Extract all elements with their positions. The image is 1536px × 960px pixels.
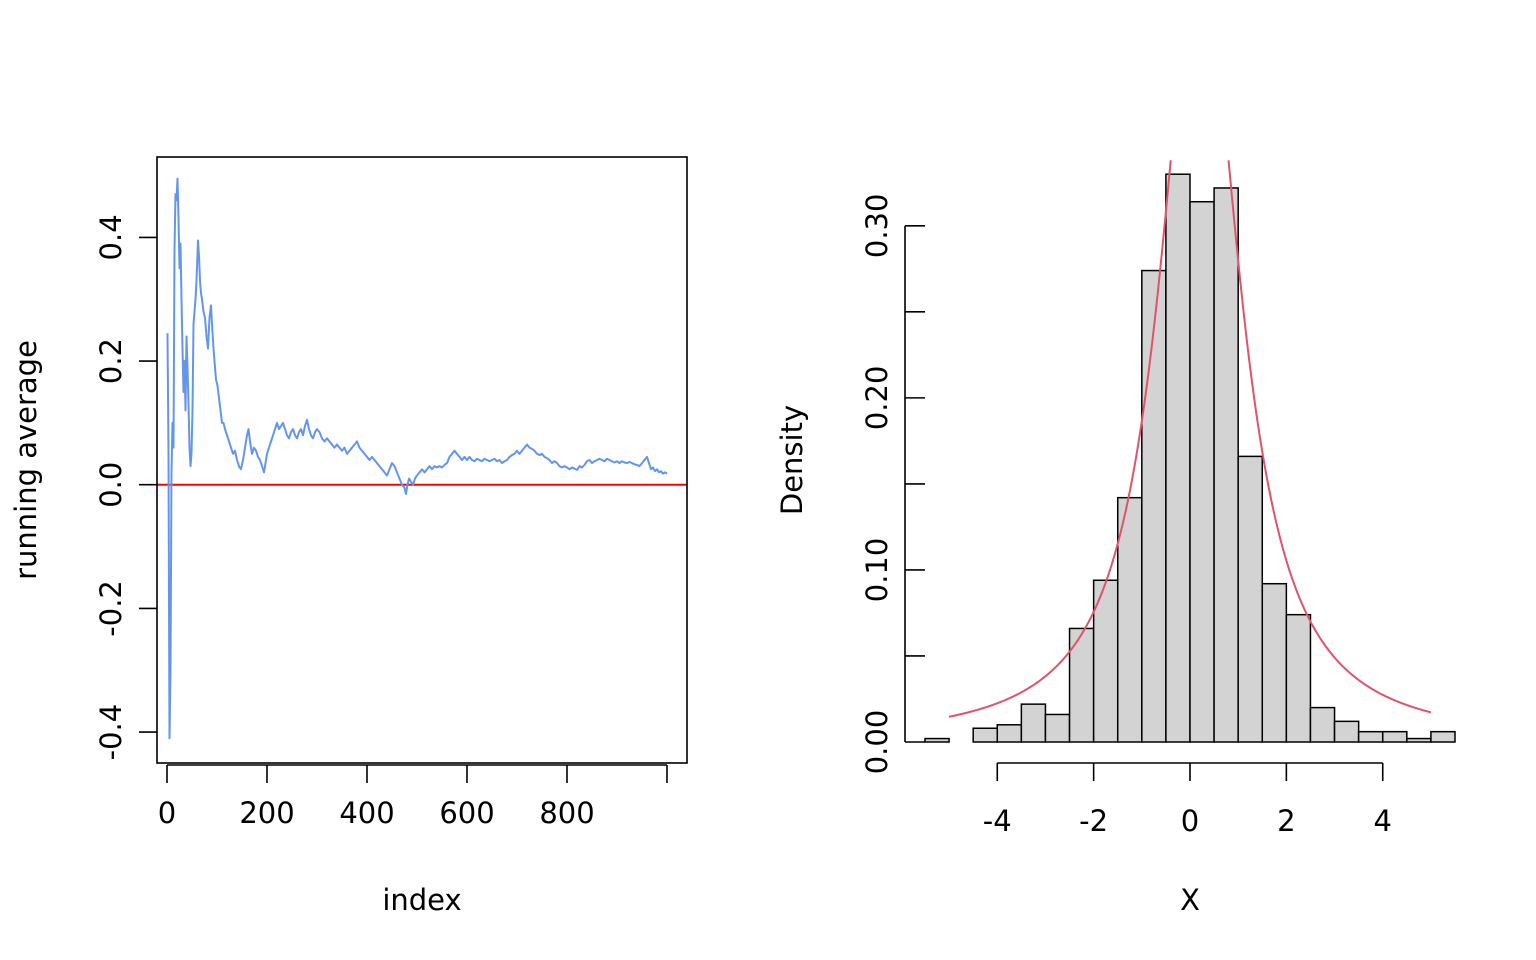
density-overlay-curve bbox=[948, 160, 1432, 718]
histogram-y-tick-label: 0.00 bbox=[860, 710, 894, 775]
histogram-x-tick-label: 4 bbox=[1374, 804, 1392, 838]
histogram-y-axis-title: Density bbox=[775, 405, 809, 515]
running-average-y-axis: -0.4 -0.2 0.0 0.2 0.4 bbox=[94, 214, 157, 760]
running-average-x-tick-label: 400 bbox=[339, 796, 394, 830]
histogram-plot-area bbox=[924, 160, 1456, 743]
histogram-y-tick-label: 0.30 bbox=[860, 194, 894, 259]
histogram-bar bbox=[1357, 730, 1384, 743]
histogram-bar bbox=[1261, 582, 1288, 743]
histogram-bar bbox=[1430, 730, 1456, 743]
running-average-y-tick-label: 0.0 bbox=[94, 462, 128, 508]
histogram-bar bbox=[1333, 720, 1360, 743]
running-average-x-tick-label: 800 bbox=[539, 796, 594, 830]
running-average-series-line bbox=[166, 177, 668, 740]
histogram-x-axis-title: X bbox=[1180, 883, 1200, 917]
running-average-x-tick-label: 200 bbox=[239, 796, 294, 830]
histogram-x-tick-label: -2 bbox=[1079, 804, 1108, 838]
histogram-y-tick-label: 0.10 bbox=[860, 538, 894, 603]
histogram-bar bbox=[1309, 706, 1336, 743]
running-average-x-tick-label: 0 bbox=[158, 796, 176, 830]
running-average-x-tick-label: 600 bbox=[439, 796, 494, 830]
histogram-bar bbox=[1189, 200, 1215, 743]
histogram-bar bbox=[1165, 173, 1191, 743]
histogram-bar bbox=[1116, 496, 1143, 743]
running-average-plot-area bbox=[157, 177, 687, 740]
running-average-plot-box bbox=[156, 156, 688, 764]
histogram-bar bbox=[1406, 737, 1432, 743]
histogram-bar bbox=[972, 727, 999, 743]
running-average-y-tick-label: 0.4 bbox=[94, 214, 128, 260]
running-average-y-axis-title: running average bbox=[9, 340, 43, 580]
histogram-x-tick-label: 0 bbox=[1181, 804, 1199, 838]
running-average-panel: 0 200 400 600 800 -0.4 -0.2 0.0 0.2 0.4 index ru… bbox=[9, 156, 688, 917]
running-average-x-axis-title: index bbox=[382, 883, 461, 917]
running-average-y-tick-label: 0.2 bbox=[94, 338, 128, 384]
histogram-bar bbox=[1092, 579, 1119, 743]
running-average-x-axis: 0 200 400 600 800 bbox=[158, 764, 668, 830]
histogram-x-tick-label: 2 bbox=[1277, 804, 1295, 838]
histogram-bar bbox=[1213, 187, 1239, 743]
histogram-bar bbox=[924, 737, 950, 743]
histogram-bar bbox=[996, 724, 1023, 743]
histogram-x-tick-label: -4 bbox=[983, 804, 1012, 838]
histogram-bar bbox=[1285, 613, 1312, 743]
histogram-y-axis: 0.00 0.10 0.20 0.30 bbox=[860, 194, 925, 775]
histogram-bar bbox=[1381, 730, 1408, 743]
histogram-y-tick-label: 0.20 bbox=[860, 366, 894, 431]
running-average-y-tick-label: -0.4 bbox=[94, 704, 128, 761]
histogram-x-axis: -4 -2 0 2 4 bbox=[983, 762, 1392, 838]
histogram-bar bbox=[1020, 703, 1047, 743]
histogram-bar bbox=[1141, 269, 1167, 743]
running-average-y-tick-label: -0.2 bbox=[94, 580, 128, 637]
histogram-bar bbox=[1237, 455, 1264, 743]
histogram-panel: -4 -2 0 2 4 0.00 0.10 0.20 0.30 X Density bbox=[775, 160, 1456, 917]
histogram-bar bbox=[1044, 713, 1071, 743]
